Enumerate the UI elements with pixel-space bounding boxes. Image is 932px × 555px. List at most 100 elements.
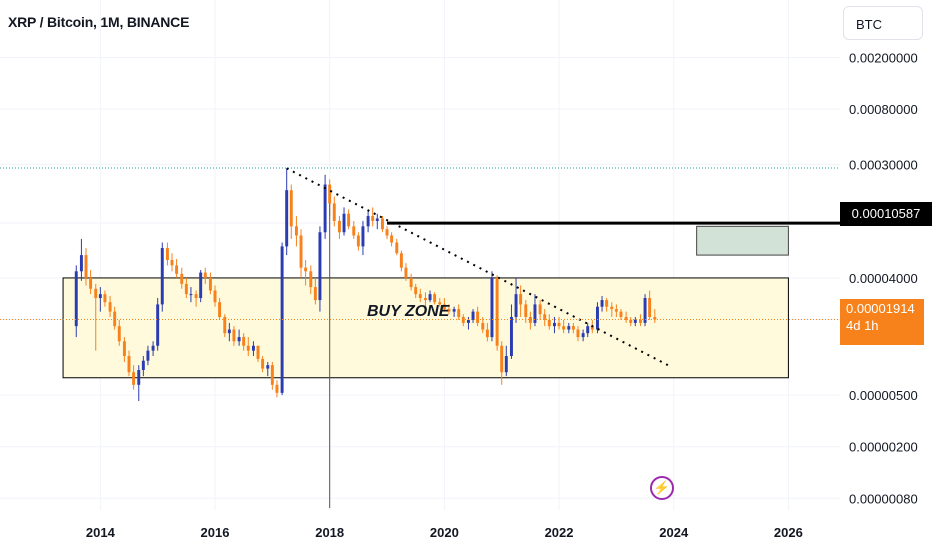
candle-body	[586, 326, 590, 334]
axes: 0.00200000 0.00080000 0.00030000 0.00004000…	[86, 51, 918, 540]
candle-body	[84, 255, 88, 278]
candle-body	[232, 329, 236, 342]
candle-body	[194, 294, 198, 299]
candle-body	[332, 203, 336, 221]
y-tick-label: 0.00080000	[849, 102, 918, 117]
candle-body	[380, 218, 384, 230]
candle-body	[108, 302, 112, 312]
candle-body	[519, 294, 523, 305]
candle-body	[304, 267, 308, 272]
candle-body	[495, 277, 499, 346]
candle-body	[347, 213, 351, 227]
candle-body	[633, 319, 637, 323]
candle-body	[567, 326, 571, 330]
candle-body	[438, 302, 442, 305]
candle-body	[309, 271, 313, 288]
candle-body	[156, 304, 160, 346]
currency-button[interactable]: BTC	[843, 6, 923, 40]
candle-body	[74, 271, 78, 327]
x-tick-label: 2020	[430, 525, 459, 540]
candle-body	[328, 184, 332, 204]
resistance-price-tag: 0.00010587	[840, 202, 932, 226]
x-tick-label: 2018	[315, 525, 344, 540]
candle-body	[629, 319, 633, 323]
candle-body	[356, 235, 360, 247]
candle-body	[299, 235, 303, 268]
candle-body	[151, 345, 155, 351]
candle-body	[648, 298, 652, 317]
candle-body	[79, 255, 83, 272]
bar-countdown: 4d 1h	[846, 318, 879, 333]
candle-body	[246, 345, 250, 351]
chart-title: XRP / Bitcoin, 1M, BINANCE	[8, 14, 190, 30]
candle-body	[189, 294, 193, 296]
candle-body	[571, 326, 575, 330]
candle-body	[404, 267, 408, 278]
candle-body	[285, 190, 289, 247]
candle-body	[552, 322, 556, 327]
candle-body	[442, 304, 446, 310]
candle-body	[538, 304, 542, 315]
candle-body	[452, 309, 456, 312]
candle-body	[223, 316, 227, 334]
candle-body	[490, 277, 494, 338]
candle-body	[342, 213, 346, 233]
y-tick-label: 0.00030000	[849, 157, 918, 172]
candle-body	[137, 370, 141, 385]
candle-body	[165, 248, 169, 260]
candle-body	[433, 294, 437, 303]
candle-body	[208, 277, 212, 291]
last-price-tag: 0.00001914 4d 1h	[840, 299, 924, 345]
candle-body	[251, 345, 255, 351]
candle-body	[266, 365, 270, 369]
candle-body	[500, 345, 504, 373]
candle-body	[375, 218, 379, 221]
candle-body	[117, 326, 121, 342]
candle-body	[653, 316, 657, 320]
candle-body	[481, 322, 485, 330]
candle-body	[476, 311, 480, 323]
candle-body	[141, 360, 145, 371]
candle-body	[457, 309, 461, 317]
candle-body	[256, 345, 260, 359]
candle-body	[371, 216, 375, 221]
candle-body	[533, 304, 537, 323]
candle-body	[203, 272, 207, 278]
candle-body	[610, 306, 614, 310]
candle-body	[237, 337, 241, 342]
candle-body	[275, 384, 279, 393]
candle-body	[485, 329, 489, 338]
target-box	[696, 225, 789, 256]
lightning-icon[interactable]: ⚡	[650, 476, 674, 500]
candle-body	[638, 319, 642, 323]
candle-body	[461, 316, 465, 323]
y-tick-label: 0.00000200	[849, 440, 918, 455]
candle-body	[385, 229, 389, 236]
candle-body	[624, 316, 628, 320]
candle-body	[127, 356, 131, 373]
x-tick-label: 2024	[659, 525, 689, 540]
candle-body	[409, 277, 413, 288]
candle-body	[218, 302, 222, 317]
candle-body	[89, 277, 93, 289]
candle-body	[132, 372, 136, 385]
candle-body	[184, 283, 188, 295]
candle-body	[366, 216, 370, 227]
candle-body	[318, 232, 322, 301]
candle-body	[98, 294, 102, 299]
candle-body	[270, 365, 274, 385]
candle-body	[175, 265, 179, 274]
candle-body	[103, 294, 107, 303]
x-tick-label: 2022	[545, 525, 574, 540]
candle-body	[504, 356, 508, 373]
candle-body	[643, 298, 647, 323]
y-tick-label: 0.00004000	[849, 271, 918, 286]
candle-body	[289, 190, 293, 227]
y-tick-label: 0.00200000	[849, 51, 918, 66]
candle-body	[557, 322, 561, 327]
candle-body	[562, 326, 566, 330]
candle-body	[605, 300, 609, 307]
candle-body	[614, 309, 618, 312]
